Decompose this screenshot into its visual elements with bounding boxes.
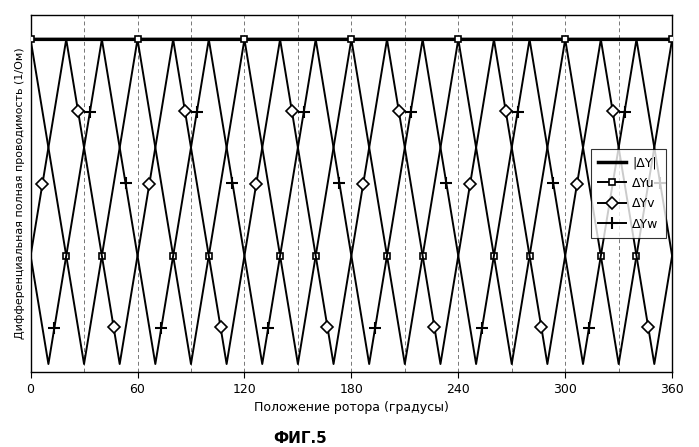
Text: ФИГ.5: ФИГ.5 bbox=[274, 430, 327, 446]
ΔYv bbox=[115, 361, 124, 367]
|ΔY| bbox=[67, 37, 75, 42]
ΔYw bbox=[67, 223, 75, 228]
ΔYu bbox=[522, 274, 531, 279]
ΔYu bbox=[668, 37, 677, 42]
ΔYv bbox=[522, 234, 531, 239]
ΔYv bbox=[27, 253, 35, 258]
|ΔY| bbox=[226, 37, 234, 42]
ΔYv bbox=[668, 253, 677, 258]
|ΔY| bbox=[470, 37, 478, 42]
ΔYw bbox=[98, 37, 106, 42]
ΔYu bbox=[80, 361, 88, 367]
|ΔY| bbox=[521, 37, 530, 42]
X-axis label: Положение ротора (градусы): Положение ротора (градусы) bbox=[254, 401, 449, 414]
ΔYu bbox=[226, 123, 234, 129]
Y-axis label: Дифференциальная полная проводимость (1/Ом): Дифференциальная полная проводимость (1/… bbox=[15, 48, 25, 339]
Line: ΔYw: ΔYw bbox=[25, 34, 678, 370]
ΔYu bbox=[27, 37, 35, 42]
ΔYu bbox=[103, 216, 112, 222]
ΔYv bbox=[67, 67, 75, 72]
ΔYu bbox=[103, 222, 111, 227]
ΔYv bbox=[62, 37, 71, 42]
|ΔY| bbox=[103, 37, 111, 42]
|ΔY| bbox=[27, 37, 35, 42]
ΔYu bbox=[470, 132, 478, 137]
ΔYv bbox=[470, 157, 478, 162]
ΔYw bbox=[470, 350, 478, 355]
ΔYw bbox=[103, 69, 111, 75]
Line: ΔYv: ΔYv bbox=[27, 35, 677, 368]
ΔYw bbox=[522, 56, 531, 62]
ΔYw bbox=[44, 361, 52, 367]
Line: ΔYu: ΔYu bbox=[27, 36, 676, 367]
ΔYv bbox=[103, 290, 112, 295]
ΔYw bbox=[104, 75, 113, 80]
|ΔY| bbox=[103, 37, 112, 42]
ΔYv bbox=[226, 339, 235, 344]
|ΔY| bbox=[668, 37, 677, 42]
ΔYu bbox=[67, 283, 75, 288]
ΔYw bbox=[27, 253, 35, 258]
ΔYw bbox=[668, 253, 677, 258]
ΔYw bbox=[226, 168, 235, 173]
ΔYv bbox=[103, 284, 111, 290]
Legend: |ΔY|, ΔYu, ΔYv, ΔYw: |ΔY|, ΔYu, ΔYv, ΔYw bbox=[591, 149, 666, 238]
